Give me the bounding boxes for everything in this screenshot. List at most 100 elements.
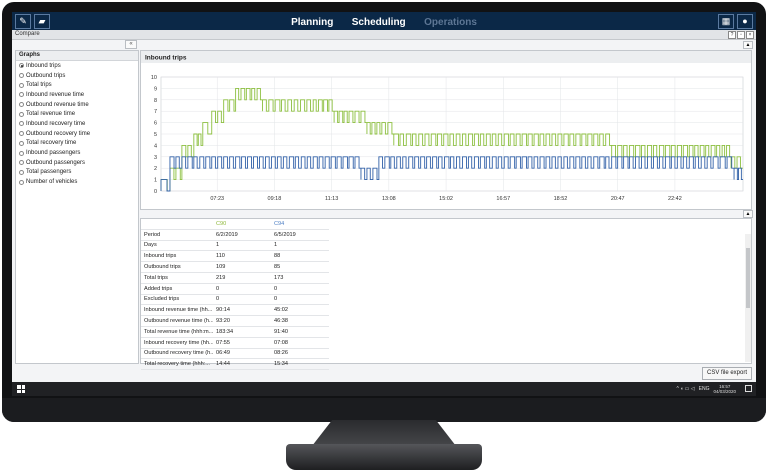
graph-option[interactable]: Total passengers [16,168,138,178]
radio-button[interactable] [19,82,24,88]
chart-title: Inbound trips [145,55,187,62]
table-collapse-button[interactable]: ▲ [743,210,753,218]
radio-button[interactable] [19,92,24,98]
notification-icon[interactable] [745,385,752,392]
graph-option[interactable]: Total revenue time [16,109,138,119]
tray-icons[interactable]: ^ ◖ ▭ ◁ [676,386,695,392]
clock[interactable]: 16:57 04/03/2020 [713,384,736,394]
cell-value: 0 [271,283,329,295]
table-scrollbar[interactable] [745,234,751,362]
cell-value: 0 [213,294,271,306]
cell-value: 0 [271,294,329,306]
row-label: Inbound trips [141,250,213,263]
graph-option-label: Total passengers [26,169,72,176]
graph-option[interactable]: Number of vehicles [16,177,138,187]
table-row: Inbound revenue time (hh... 90:14 45:02 [141,304,329,317]
close-icon[interactable]: × [746,31,754,39]
monitor-neck [312,420,456,446]
chart-collapse-button[interactable]: ▲ [743,41,753,49]
compare-table-panel: C90 C94 Period 6/2/2019 6/5/2019 Days 1 1 Inboun… [140,218,752,371]
row-label: Total trips [141,272,213,284]
radio-button[interactable] [19,179,24,185]
radio-button[interactable] [19,102,24,108]
graph-options-list: Inbound trips Outbound trips Total trips In… [16,61,138,187]
graph-option-label: Outbound revenue time [26,101,89,108]
cell-value: 173 [271,272,329,284]
graph-option[interactable]: Inbound recovery time [16,119,138,129]
radio-button[interactable] [19,131,24,137]
y-tick-label: 1 [154,178,157,184]
monitor-chin [2,398,766,422]
radio-button[interactable] [19,63,24,69]
graph-option-label: Number of vehicles [26,179,78,186]
table-row: Added trips 0 0 [141,283,329,295]
radio-button[interactable] [19,150,24,156]
y-tick-label: 6 [154,121,157,127]
y-tick-label: 8 [154,98,157,104]
cell-value: 15:34 [271,358,329,371]
graph-option[interactable]: Outbound recovery time [16,129,138,139]
graph-option-label: Total trips [26,82,52,89]
graph-option-label: Outbound passengers [26,159,86,166]
grid-menu-icon[interactable]: ▦ [718,14,734,29]
graph-option[interactable]: Total recovery time [16,139,138,149]
help-icon[interactable]: ? [728,31,736,39]
restore-icon[interactable]: ▫ [737,31,745,39]
cell-value: 183:34 [213,326,271,338]
user-icon[interactable]: ● [737,14,753,29]
cell-value: 219 [213,272,271,284]
language-indicator[interactable]: ENG [698,386,710,392]
cell-value: 93:20 [213,315,271,327]
table-row: Total recovery time (hhh:... 14:44 15:34 [141,358,329,371]
cell-value: 1 [271,240,329,252]
x-tick-label: 09:18 [268,196,282,202]
chart-header-bg [141,51,751,63]
table-row: Excluded trips 0 0 [141,294,329,306]
graph-option[interactable]: Inbound revenue time [16,90,138,100]
window-title: Compare [15,31,40,37]
top-navigation-bar: ✎ ▰ Planning Scheduling Operations ▦ ● [12,12,756,30]
graph-option[interactable]: Outbound revenue time [16,100,138,110]
graph-option[interactable]: Inbound trips [16,61,138,71]
row-label: Period [141,229,213,241]
table-row: Inbound recovery time (hh... 07:55 07:08 [141,337,329,349]
nav-scheduling[interactable]: Scheduling [351,17,406,28]
row-label: Inbound revenue time (hh... [141,304,213,317]
y-tick-label: 5 [154,132,157,138]
x-tick-label: 15:02 [439,196,453,202]
cell-value: 1 [213,240,271,252]
window-title-bar: Compare ? ▫ × [12,30,756,40]
y-tick-label: 0 [154,189,157,195]
graph-option-label: Inbound passengers [26,150,81,157]
y-tick-label: 10 [151,75,157,81]
collapse-panel-button[interactable]: « [125,40,137,49]
radio-button[interactable] [19,140,24,146]
row-label: Total recovery time (hhh:... [141,358,213,371]
graph-option[interactable]: Outbound passengers [16,158,138,168]
monitor-base [286,444,482,470]
nav-operations[interactable]: Operations [424,17,477,28]
graph-option-label: Outbound trips [26,72,66,79]
table-row: Period 6/2/2019 6/5/2019 [141,229,329,241]
graph-option[interactable]: Total trips [16,80,138,90]
nav-planning[interactable]: Planning [291,17,334,28]
graph-option[interactable]: Outbound trips [16,71,138,81]
csv-export-button[interactable]: CSV file export [702,367,752,380]
radio-button[interactable] [19,160,24,166]
radio-button[interactable] [19,111,24,117]
x-tick-label: 11:13 [325,196,338,202]
chat-icon[interactable]: ▰ [34,14,50,29]
y-tick-label: 9 [154,86,157,92]
trips-chart: Inbound trips 0 1 2 3 4 5 6 7 8 9 10 07:23 09:18 11:13… [141,51,751,202]
clock-time: 16:57 [719,384,731,389]
cell-value: 08:26 [271,348,329,360]
radio-button[interactable] [19,121,24,127]
radio-button[interactable] [19,73,24,79]
pen-icon[interactable]: ✎ [15,14,31,29]
radio-button[interactable] [19,169,24,175]
table-row: Inbound trips 110 88 [141,250,329,263]
table-row: Total trips 219 173 [141,272,329,284]
windows-start-icon[interactable] [17,385,25,393]
graph-option[interactable]: Inbound passengers [16,148,138,158]
column-header [141,219,213,230]
